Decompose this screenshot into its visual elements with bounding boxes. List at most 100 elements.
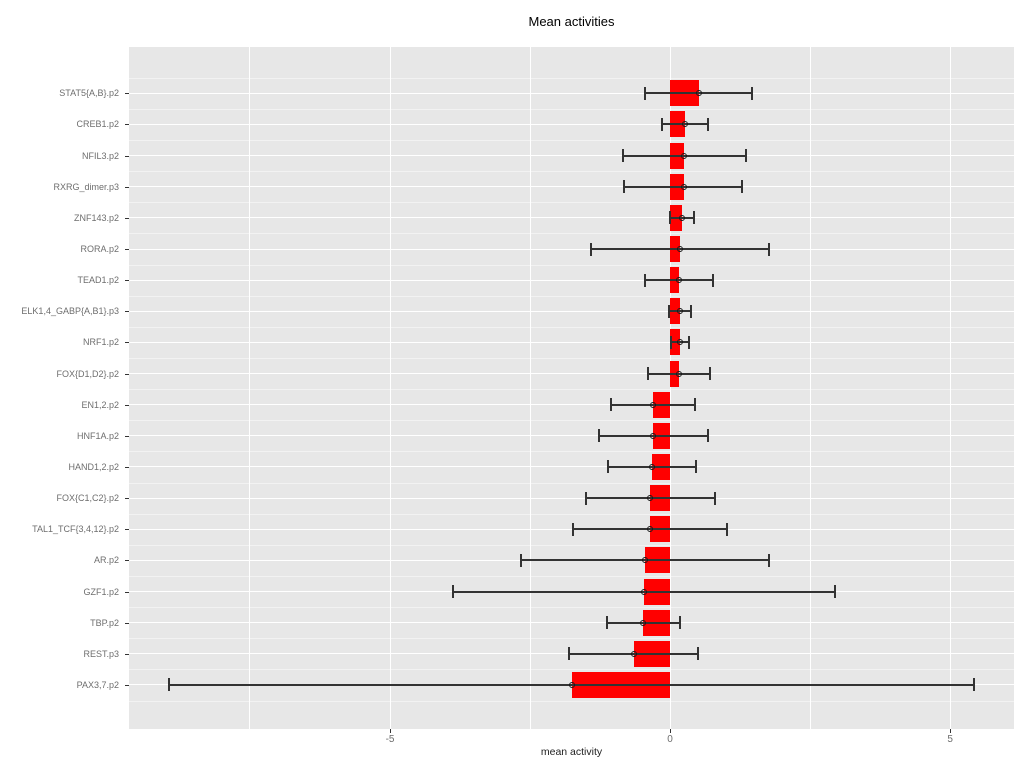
y-axis-label: NFIL3.p2 bbox=[81, 150, 119, 161]
error-bar-cap bbox=[768, 242, 771, 256]
error-bar-cap bbox=[520, 553, 523, 567]
plot-panel bbox=[129, 47, 1014, 729]
mean-point-marker bbox=[568, 681, 575, 688]
y-axis-tick bbox=[125, 342, 129, 344]
y-axis-label: TEAD1.p2 bbox=[77, 275, 119, 286]
horizontal-gridline-minor bbox=[129, 326, 1014, 328]
error-bar-cap bbox=[972, 678, 975, 692]
y-axis-tick bbox=[125, 155, 129, 157]
horizontal-gridline bbox=[129, 497, 1014, 499]
horizontal-gridline-minor bbox=[129, 544, 1014, 546]
error-bar-cap bbox=[610, 398, 613, 412]
horizontal-gridline bbox=[129, 217, 1014, 219]
y-axis-tick bbox=[125, 93, 129, 95]
error-bar-cap bbox=[669, 335, 672, 349]
vertical-gridline bbox=[949, 47, 951, 729]
error-bar-cap bbox=[767, 553, 770, 567]
y-axis-tick bbox=[125, 311, 129, 313]
y-axis-label: FOX{C1,C2}.p2 bbox=[56, 493, 119, 504]
y-axis-tick bbox=[125, 560, 129, 562]
error-bar-cap bbox=[741, 180, 744, 194]
horizontal-gridline-minor bbox=[129, 575, 1014, 577]
error-bar-cap bbox=[750, 86, 753, 100]
error-bar-cap bbox=[590, 242, 593, 256]
horizontal-gridline bbox=[129, 155, 1014, 157]
y-axis-label: HAND1,2.p2 bbox=[68, 461, 119, 472]
y-axis-label: ELK1,4_GABP{A,B1}.p3 bbox=[21, 306, 119, 317]
error-bar-cap bbox=[693, 211, 696, 225]
error-bar-cap bbox=[744, 149, 747, 163]
x-axis-tick bbox=[670, 729, 672, 733]
error-bar-cap bbox=[661, 117, 664, 131]
y-axis-tick bbox=[125, 186, 129, 188]
error-bar-cap bbox=[726, 522, 729, 536]
horizontal-gridline-minor bbox=[129, 700, 1014, 702]
error-bar-cap bbox=[644, 273, 647, 287]
y-axis-label: REST.p3 bbox=[83, 648, 119, 659]
mean-point-marker bbox=[680, 183, 687, 190]
horizontal-gridline bbox=[129, 528, 1014, 530]
horizontal-gridline-minor bbox=[129, 607, 1014, 609]
horizontal-gridline bbox=[129, 123, 1014, 125]
horizontal-gridline bbox=[129, 186, 1014, 188]
vertical-gridline bbox=[529, 47, 531, 729]
horizontal-gridline bbox=[129, 248, 1014, 250]
error-bar-cap bbox=[607, 460, 610, 474]
y-axis-label: RXRG_dimer.p3 bbox=[53, 181, 119, 192]
error-bar-cap bbox=[597, 429, 600, 443]
horizontal-gridline-minor bbox=[129, 140, 1014, 141]
error-bar-cap bbox=[646, 367, 649, 381]
mean-point-marker bbox=[695, 90, 702, 97]
horizontal-gridline-minor bbox=[129, 638, 1014, 640]
horizontal-gridline-minor bbox=[129, 420, 1014, 422]
y-axis-label: TBP.p2 bbox=[90, 617, 119, 628]
y-axis-tick bbox=[125, 404, 129, 406]
mean-point-marker bbox=[676, 339, 683, 346]
y-axis-label: ZNF143.p2 bbox=[73, 212, 119, 223]
error-bar-cap bbox=[707, 117, 710, 131]
mean-point-marker bbox=[649, 463, 656, 470]
y-axis-label: PAX3,7.p2 bbox=[76, 679, 119, 690]
vertical-gridline bbox=[249, 47, 251, 729]
y-axis-label: FOX{D1,D2}.p2 bbox=[56, 368, 119, 379]
error-bar-cap bbox=[644, 86, 647, 100]
horizontal-gridline-minor bbox=[129, 389, 1014, 391]
y-axis-tick bbox=[125, 217, 129, 219]
horizontal-gridline-minor bbox=[129, 482, 1014, 484]
horizontal-gridline bbox=[129, 279, 1014, 281]
mean-point-marker bbox=[641, 588, 648, 595]
error-bar-cap bbox=[568, 647, 571, 661]
x-tick-label: 5 bbox=[947, 734, 953, 745]
horizontal-gridline bbox=[129, 341, 1014, 343]
horizontal-gridline-minor bbox=[129, 108, 1014, 110]
y-axis-tick bbox=[125, 653, 129, 655]
error-bar-cap bbox=[706, 429, 709, 443]
y-axis-tick bbox=[125, 124, 129, 126]
y-axis-tick bbox=[125, 498, 129, 500]
horizontal-gridline-minor bbox=[129, 295, 1014, 297]
error-bar-cap bbox=[571, 522, 574, 536]
y-axis-label: TAL1_TCF{3,4,12}.p2 bbox=[32, 524, 119, 535]
error-bar-cap bbox=[168, 678, 171, 692]
y-axis-label: RORA.p2 bbox=[80, 244, 119, 254]
error-bar-cap bbox=[452, 585, 455, 599]
mean-point-marker bbox=[681, 152, 688, 159]
y-axis-tick bbox=[125, 435, 129, 437]
chart-title: Mean activities bbox=[528, 14, 615, 29]
mean-point-marker bbox=[630, 650, 637, 657]
mean-point-marker bbox=[650, 401, 657, 408]
horizontal-gridline bbox=[129, 622, 1014, 624]
y-axis-tick bbox=[125, 591, 129, 593]
y-axis-label: AR.p2 bbox=[93, 555, 119, 566]
y-axis-tick bbox=[125, 373, 129, 375]
y-axis-label: HNF1A.p2 bbox=[76, 430, 119, 441]
horizontal-gridline bbox=[129, 92, 1014, 94]
y-axis-tick bbox=[125, 466, 129, 468]
horizontal-gridline-minor bbox=[129, 669, 1014, 671]
error-bar-cap bbox=[585, 491, 588, 505]
mean-point-marker bbox=[676, 277, 683, 284]
error-bar-cap bbox=[605, 616, 608, 630]
horizontal-gridline bbox=[129, 373, 1014, 375]
y-axis-label: CREB1.p2 bbox=[76, 119, 119, 130]
